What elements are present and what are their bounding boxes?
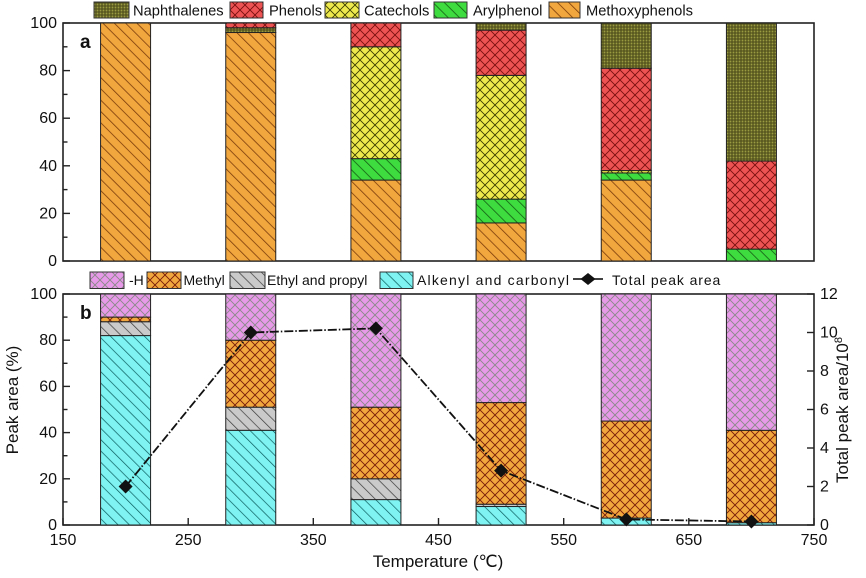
svg-text:0: 0 [48, 253, 57, 270]
svg-text:40: 40 [39, 158, 57, 175]
svg-text:a: a [80, 32, 91, 53]
svg-text:Ethyl and propyl: Ethyl and propyl [267, 272, 367, 288]
svg-text:60: 60 [39, 378, 57, 395]
svg-text:Total peak area: Total peak area [612, 272, 721, 288]
svg-text:8: 8 [820, 363, 829, 380]
svg-text:650: 650 [675, 532, 702, 549]
svg-text:750: 750 [801, 532, 828, 549]
svg-text:Methoxyphenols: Methoxyphenols [586, 4, 693, 20]
svg-text:60: 60 [39, 110, 57, 127]
svg-text:Catechols: Catechols [364, 4, 429, 20]
svg-text:100: 100 [30, 15, 57, 32]
svg-text:250: 250 [175, 532, 202, 549]
svg-text:6: 6 [820, 402, 829, 419]
svg-text:4: 4 [820, 440, 829, 457]
svg-text:80: 80 [39, 63, 57, 80]
svg-text:Arylphenol: Arylphenol [473, 4, 542, 20]
svg-text:100: 100 [30, 286, 57, 303]
svg-text:Alkenyl and carbonyl: Alkenyl and carbonyl [417, 272, 570, 288]
svg-text:10: 10 [820, 325, 838, 342]
svg-text:2: 2 [820, 479, 829, 496]
svg-text:350: 350 [300, 532, 327, 549]
svg-text:12: 12 [820, 286, 838, 303]
svg-text:b: b [80, 303, 92, 324]
svg-text:Total peak area/108: Total peak area/108 [833, 337, 852, 483]
svg-text:40: 40 [39, 425, 57, 442]
svg-text:-H: -H [129, 272, 144, 288]
svg-text:20: 20 [39, 205, 57, 222]
svg-text:Phenols: Phenols [269, 4, 322, 20]
svg-text:150: 150 [50, 532, 77, 549]
svg-text:Naphthalenes: Naphthalenes [133, 4, 224, 20]
svg-text:20: 20 [39, 471, 57, 488]
svg-text:Temperature (℃): Temperature (℃) [373, 552, 504, 571]
svg-text:550: 550 [550, 532, 577, 549]
svg-text:80: 80 [39, 332, 57, 349]
svg-text:450: 450 [425, 532, 452, 549]
svg-text:Methyl: Methyl [184, 272, 225, 288]
svg-text:Peak area (%): Peak area (%) [3, 346, 22, 455]
